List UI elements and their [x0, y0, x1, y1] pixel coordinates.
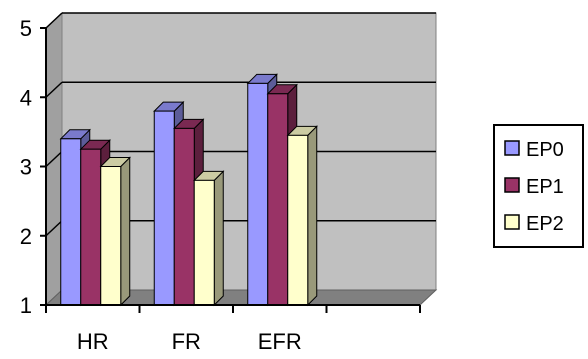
- gridline-side: [45, 12, 63, 29]
- y-tick-label: 3: [20, 155, 32, 180]
- y-tick-label: 4: [20, 85, 32, 110]
- bar-front: [267, 93, 289, 306]
- y-tick-label: 2: [20, 224, 32, 249]
- gridline-side: [45, 220, 63, 237]
- gridline-side: [45, 81, 63, 98]
- bar-front: [153, 110, 175, 306]
- legend-swatch: [504, 177, 520, 193]
- y-axis: 1 2 3 4 5: [20, 16, 47, 318]
- bar-front: [80, 148, 102, 306]
- x-tick-label: EFR: [258, 329, 302, 354]
- x-tick-label: FR: [172, 329, 201, 354]
- gridline-side: [45, 150, 63, 168]
- bar-side: [120, 156, 131, 307]
- plot-area: [44, 11, 438, 307]
- bar-front: [193, 179, 215, 306]
- legend-swatch: [504, 214, 520, 230]
- legend-swatch: [504, 140, 520, 156]
- bar: [99, 156, 131, 307]
- bar-side: [213, 170, 224, 307]
- bar-front: [100, 166, 122, 306]
- y-tick-label: 5: [20, 16, 32, 41]
- legend: EP0 EP1 EP2: [493, 124, 584, 248]
- bar: [286, 125, 318, 307]
- bar: [193, 170, 225, 307]
- legend-label: EP1: [526, 176, 564, 198]
- x-axis: HR FR EFR: [45, 304, 421, 354]
- y-tick-label: 1: [20, 293, 32, 318]
- bar-front: [60, 138, 82, 306]
- x-tick-label: HR: [77, 329, 109, 354]
- bar-front: [247, 82, 269, 306]
- bar-side: [307, 125, 318, 307]
- legend-label: EP2: [526, 213, 564, 235]
- legend-label: EP0: [526, 139, 564, 161]
- bar-front: [173, 127, 195, 306]
- bar-front: [287, 134, 309, 306]
